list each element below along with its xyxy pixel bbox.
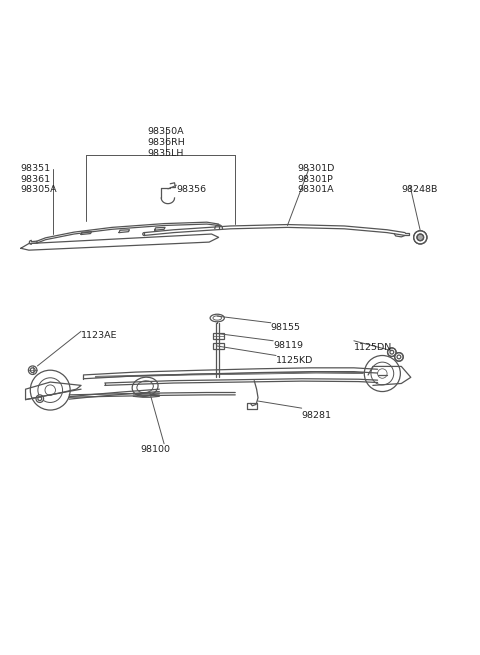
Text: 98351
98361
98305A: 98351 98361 98305A <box>21 164 58 195</box>
Text: 98350A
9836RH
9835LH: 98350A 9836RH 9835LH <box>147 127 185 158</box>
Text: 98155: 98155 <box>271 323 301 331</box>
Text: 98119: 98119 <box>273 341 303 350</box>
Text: 1123AE: 1123AE <box>81 331 118 341</box>
Text: 1125DN: 1125DN <box>354 343 392 352</box>
Text: 1125KD: 1125KD <box>276 356 313 365</box>
Text: 98356: 98356 <box>176 185 206 194</box>
Circle shape <box>414 231 427 244</box>
Text: 98248B: 98248B <box>401 185 438 194</box>
Text: 98301D
98301P
98301A: 98301D 98301P 98301A <box>297 164 334 195</box>
Circle shape <box>417 234 424 240</box>
Text: 98100: 98100 <box>140 445 170 454</box>
Circle shape <box>395 352 403 361</box>
Text: 98281: 98281 <box>301 411 332 420</box>
Circle shape <box>28 366 37 375</box>
Circle shape <box>36 395 44 402</box>
Circle shape <box>387 348 396 356</box>
